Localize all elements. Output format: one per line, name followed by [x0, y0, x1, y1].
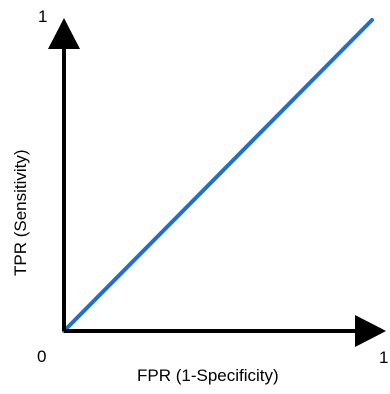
origin-tick-label: 0 — [37, 347, 46, 366]
y-max-tick-label: 1 — [38, 7, 47, 26]
x-axis-label: FPR (1-Specificity) — [137, 366, 279, 385]
y-axis-label: TPR (Sensitivity) — [11, 149, 30, 276]
x-axis-arrowhead — [355, 315, 386, 347]
roc-series-line — [62, 18, 374, 333]
series-layer — [62, 18, 374, 333]
x-max-tick-label: 1 — [379, 348, 388, 367]
y-axis-arrowhead — [48, 18, 80, 49]
